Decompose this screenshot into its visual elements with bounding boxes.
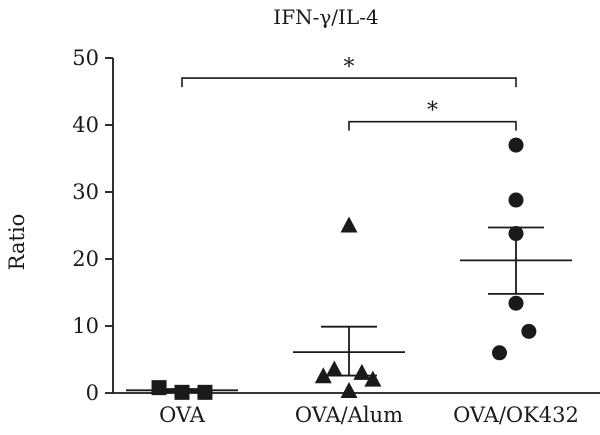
data-point-square	[197, 384, 213, 400]
y-axis-label: Ratio	[5, 214, 29, 271]
data-point-circle	[508, 295, 524, 311]
y-tick-label: 0	[86, 381, 99, 405]
data-point-square	[151, 380, 167, 396]
data-point-circle	[508, 137, 524, 153]
x-tick-label: OVA/Alum	[295, 403, 403, 427]
significance-star: *	[427, 99, 438, 124]
data-point-triangle	[353, 363, 371, 380]
y-tick-label: 20	[72, 247, 99, 271]
significance-star: *	[344, 55, 355, 80]
chart-title: IFN-γ/IL-4	[273, 5, 378, 29]
y-tick-label: 10	[72, 314, 99, 338]
significance-bracket	[348, 120, 517, 131]
data-point-circle	[491, 345, 507, 361]
significance-annotations: **	[181, 55, 517, 131]
significance-bracket	[181, 77, 517, 88]
data-point-circle	[508, 192, 524, 208]
data-point-circle	[521, 323, 537, 339]
data-point-triangle	[340, 216, 358, 233]
axes: 0 10 20 30 40 50 OVA OVA/Alum OVA/OK432	[72, 46, 600, 427]
data-point-triangle	[364, 370, 382, 387]
y-tick-label: 50	[72, 46, 99, 70]
x-tick-label: OVA	[159, 403, 206, 427]
data-point-circle	[508, 226, 524, 242]
data-point-triangle	[314, 367, 332, 384]
data-point-triangle	[340, 381, 358, 398]
data-marks	[126, 137, 572, 400]
data-point-triangle	[325, 360, 343, 377]
y-tick-label: 40	[72, 113, 99, 137]
data-point-square	[174, 384, 190, 400]
y-tick-label: 30	[72, 180, 99, 204]
x-tick-label: OVA/OK432	[453, 403, 579, 427]
